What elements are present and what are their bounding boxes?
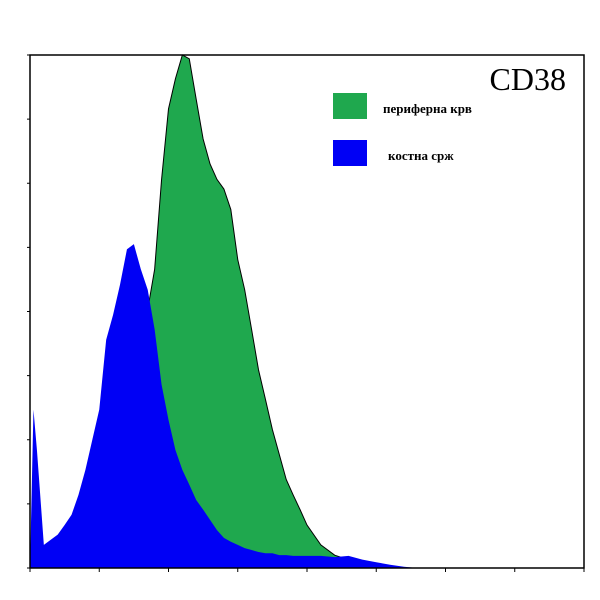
area xyxy=(30,244,418,568)
legend-swatch xyxy=(333,140,367,166)
legend-swatch xyxy=(333,93,367,119)
chart-title: CD38 xyxy=(490,61,566,97)
legend-label: периферна крв xyxy=(383,101,472,116)
legend-label: костна срж xyxy=(388,148,454,163)
